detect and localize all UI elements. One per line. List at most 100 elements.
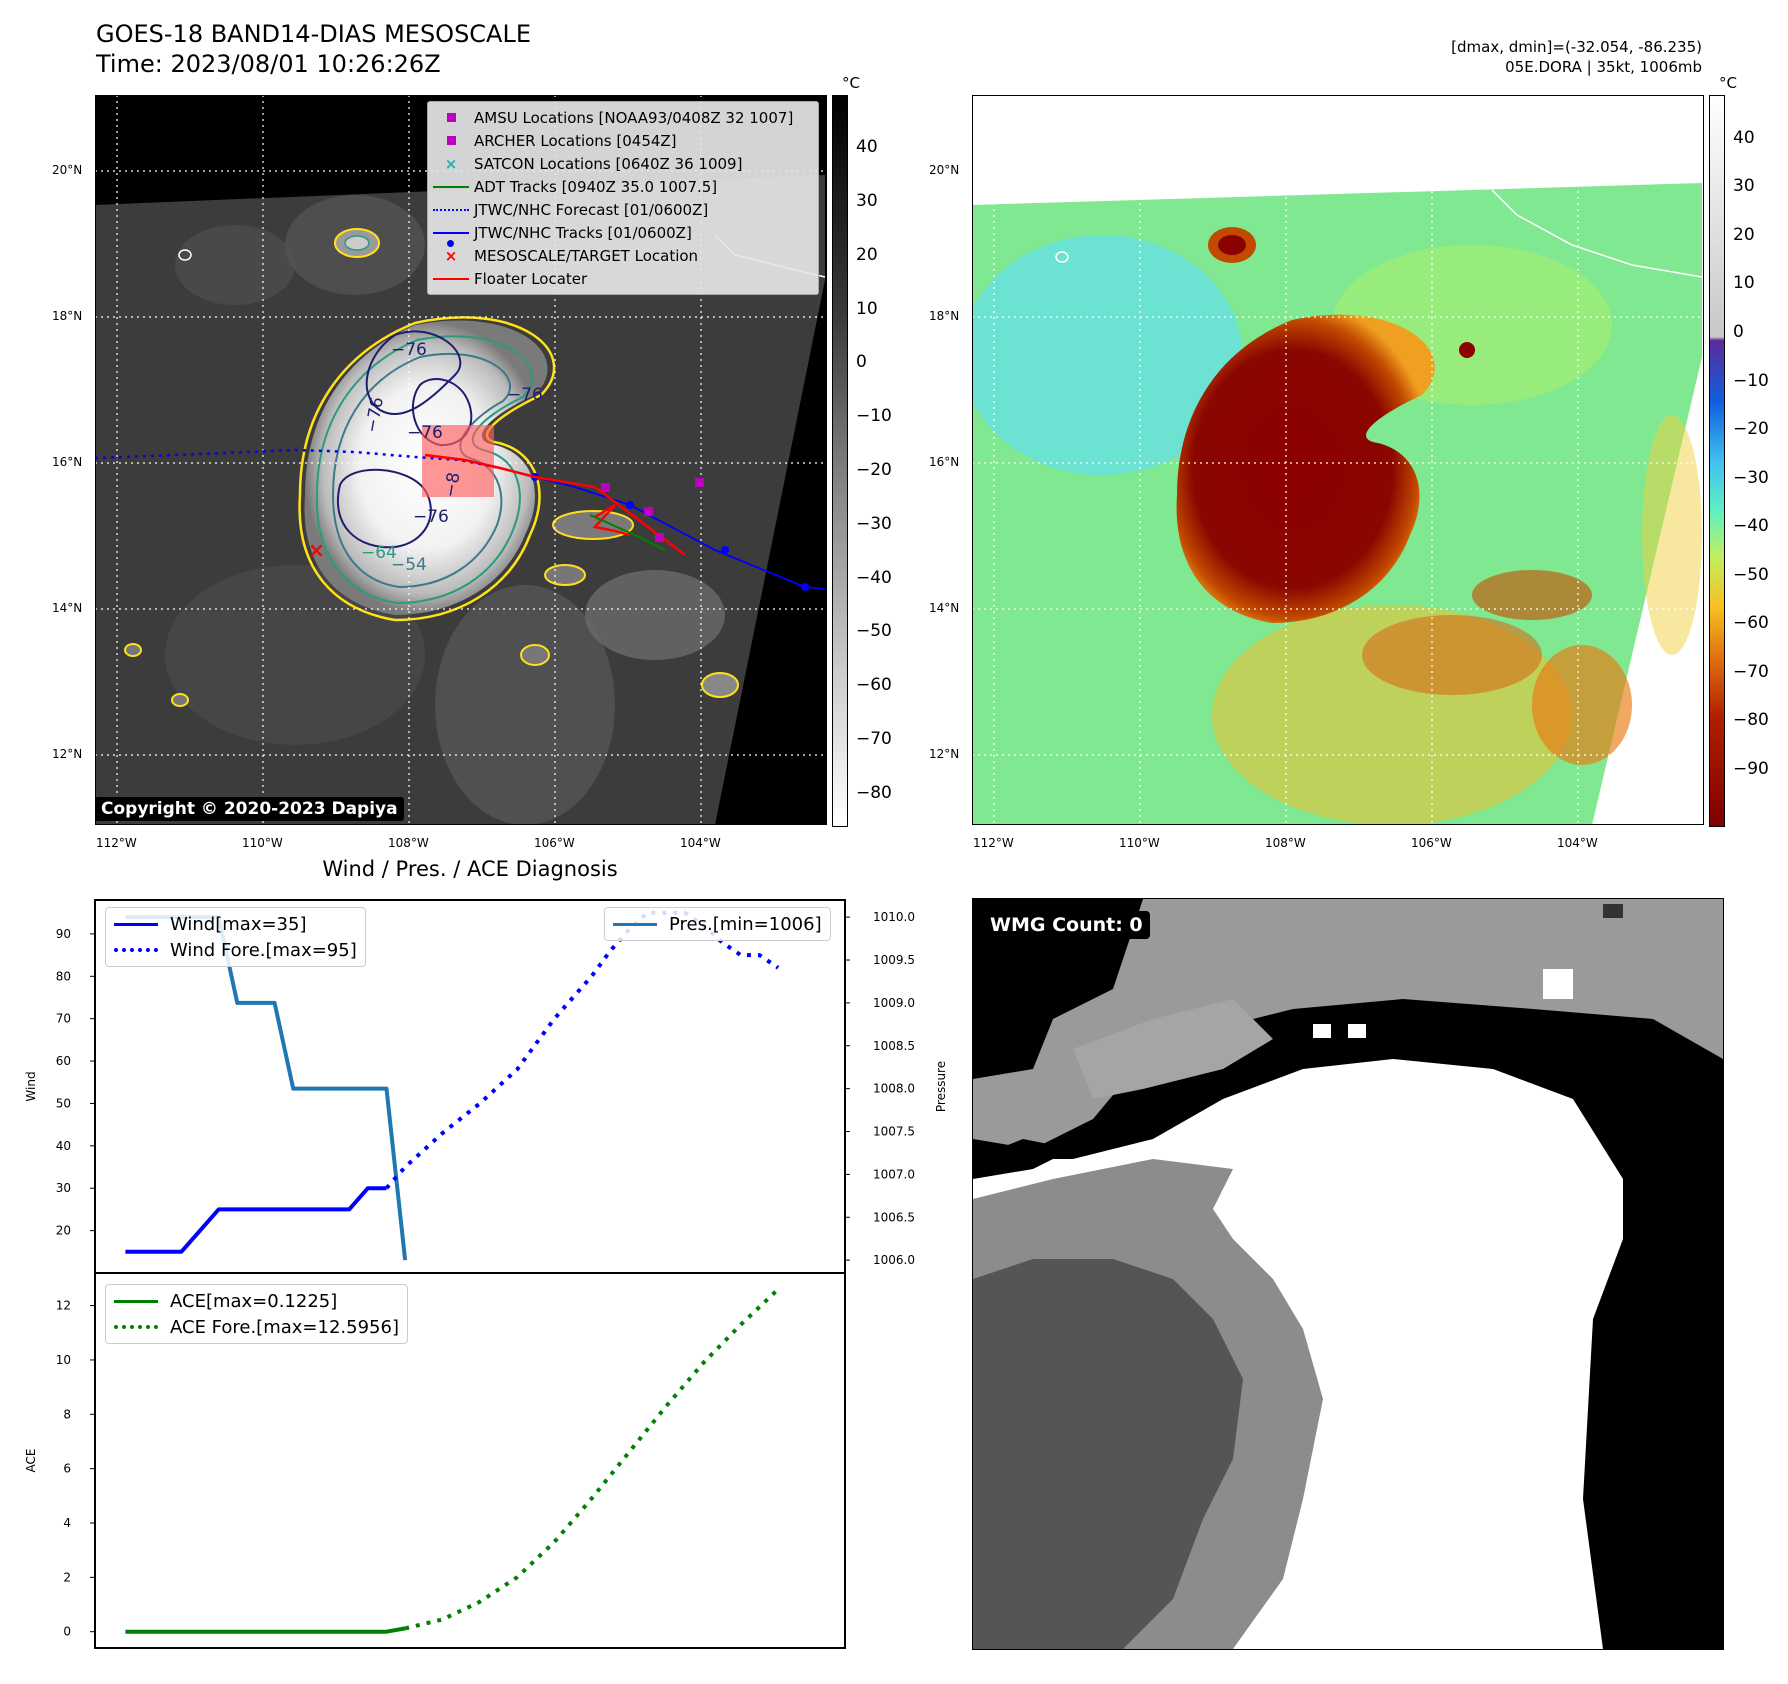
forecast-track — [95, 448, 501, 470]
colorbar-tick: 30 — [856, 191, 878, 212]
colorbar-tick: 20 — [856, 244, 878, 265]
ace-forecast-series-line — [404, 1287, 780, 1631]
colorbar-tick: 40 — [856, 137, 878, 158]
lon-label: 110°W — [1119, 836, 1160, 850]
wmg-image — [973, 899, 1723, 1649]
lon-label: 112°W — [96, 836, 137, 850]
target-location-marker: × — [308, 538, 325, 562]
lat-label: 18°N — [52, 309, 83, 323]
colorbar-tick: −60 — [856, 675, 892, 696]
wind-tick-label: 70 — [56, 1012, 71, 1026]
colorbar-tick: −30 — [1733, 467, 1769, 488]
colorbar-tick: −20 — [1733, 419, 1769, 440]
adt-track — [589, 514, 666, 551]
enhanced-colorbar-ticks: 40 30 20 10 0 −10 −20 −30 −40 −50 −60 −70 −80 −90 — [1729, 95, 1784, 825]
enhanced-colorbar-unit: °C — [1719, 74, 1737, 92]
legend-item-pressure: Pres.[min=1006] — [613, 911, 822, 937]
ace-tick-label: 6 — [63, 1462, 71, 1476]
wind-forecast-series-line — [384, 910, 780, 1190]
wind-series-line — [125, 1186, 387, 1254]
diagnosis-title: Wind / Pres. / ACE Diagnosis — [322, 857, 618, 881]
ir-colorbar — [832, 95, 848, 827]
ace-tick-label: 4 — [63, 1516, 71, 1530]
colorbar-tick: 0 — [856, 352, 867, 373]
ir-colorbar-unit: °C — [842, 74, 860, 92]
colorbar-tick: −30 — [856, 513, 892, 534]
ir-colorbar-ticks: 40 30 20 10 0 −10 −20 −30 −40 −50 −60 −70 −80 — [852, 95, 912, 825]
pressure-tick-label: 1008.0 — [873, 1082, 915, 1096]
colorbar-tick: 20 — [1733, 224, 1755, 245]
wind-legend: Wind[max=35] Wind Fore.[max=95] — [105, 907, 366, 967]
colorbar-tick: −80 — [856, 782, 892, 803]
contour-teal — [315, 335, 533, 605]
pressure-axis-label: Pressure — [934, 1061, 948, 1112]
lon-label: 112°W — [973, 836, 1014, 850]
wind-tick-label: 40 — [56, 1139, 71, 1153]
floater-box — [422, 425, 494, 497]
wind-tick-label: 30 — [56, 1181, 71, 1195]
ace-tick-label: 12 — [56, 1299, 71, 1313]
colorbar-tick: −40 — [856, 567, 892, 588]
contour-label: −54 — [391, 555, 427, 575]
contour-label: −76 — [507, 385, 543, 405]
contour-label: −76 — [391, 340, 427, 360]
wmg-panel: WMG Count: 0 — [972, 898, 1724, 1650]
legend-item-satcon: × SATCON Locations [0640Z 36 1009] — [444, 154, 743, 173]
enhanced-storm-core — [1176, 314, 1435, 623]
ace-axes-frame — [94, 1272, 846, 1649]
colorbar-tick: −80 — [1733, 710, 1769, 731]
pressure-tick-label: 1009.0 — [873, 996, 915, 1010]
lat-label: 14°N — [52, 601, 83, 615]
ace-axis-label: ACE — [24, 1449, 38, 1473]
wind-tick-label: 20 — [56, 1224, 71, 1238]
colorbar-tick: −20 — [856, 460, 892, 481]
lat-label: 14°N — [929, 601, 960, 615]
ace-series-line — [125, 1626, 406, 1634]
legend-item-adt: ADT Tracks [0940Z 35.0 1007.5] — [428, 175, 818, 198]
contour-label: −76 — [407, 423, 443, 443]
ir-map-legend: AMSU Locations [NOAA93/0408Z 32 1007] AR… — [427, 101, 819, 295]
ir-map-image: × — [95, 95, 827, 825]
top-left-title-line1: GOES-18 BAND14-DIAS MESOSCALE — [96, 20, 532, 48]
enhanced-colorbar — [1709, 95, 1725, 827]
legend-item-ace: ACE[max=0.1225] — [114, 1288, 399, 1314]
colorbar-tick: −70 — [1733, 661, 1769, 682]
lon-label: 106°W — [1411, 836, 1452, 850]
legend-item-floater: Floater Locater — [428, 267, 818, 290]
legend-item-forecast: JTWC/NHC Forecast [01/0600Z] — [428, 198, 818, 221]
colorbar-tick: 10 — [1733, 273, 1755, 294]
colorbar-tick: −50 — [1733, 564, 1769, 585]
enhanced-gridlines — [972, 95, 1704, 825]
contour-label: −76 — [413, 507, 449, 527]
enhanced-map-panel — [972, 95, 1704, 825]
ace-tick-label: 2 — [63, 1570, 71, 1584]
ace-tick-label: 10 — [56, 1353, 71, 1367]
wind-tick-label: 90 — [56, 927, 71, 941]
top-right-subtitle-line2: 05E.DORA | 35kt, 1006mb — [1505, 58, 1702, 76]
floater-track — [424, 453, 686, 556]
lat-label: 12°N — [929, 747, 960, 761]
colorbar-tick: −10 — [856, 406, 892, 427]
lat-label: 16°N — [929, 455, 960, 469]
legend-item-target: × MESOSCALE/TARGET Location — [444, 246, 699, 265]
legend-item-wind: Wind[max=35] — [114, 911, 357, 937]
wind-axis-label: Wind — [24, 1071, 38, 1101]
colorbar-tick: −50 — [856, 621, 892, 642]
ace-tick-label: 8 — [63, 1407, 71, 1421]
pressure-tick-label: 1010.0 — [873, 910, 915, 924]
legend-item-amsu: AMSU Locations [NOAA93/0408Z 32 1007] — [428, 106, 818, 129]
lat-label: 16°N — [52, 455, 83, 469]
contour-label: −64 — [361, 543, 397, 563]
pressure-legend: Pres.[min=1006] — [604, 907, 831, 941]
colorbar-tick: 30 — [1733, 176, 1755, 197]
wind-tick-label: 60 — [56, 1054, 71, 1068]
legend-item-ace-forecast: ACE Fore.[max=12.5956] — [114, 1314, 399, 1340]
legend-item-tracks: JTWC/NHC Tracks [01/0600Z] — [428, 221, 818, 247]
lat-label: 20°N — [929, 163, 960, 177]
lon-label: 106°W — [534, 836, 575, 850]
wind-tick-label: 50 — [56, 1096, 71, 1110]
colorbar-tick: −10 — [1733, 370, 1769, 391]
lat-label: 12°N — [52, 747, 83, 761]
lon-label: 110°W — [242, 836, 283, 850]
pressure-tick-label: 1009.5 — [873, 953, 915, 967]
